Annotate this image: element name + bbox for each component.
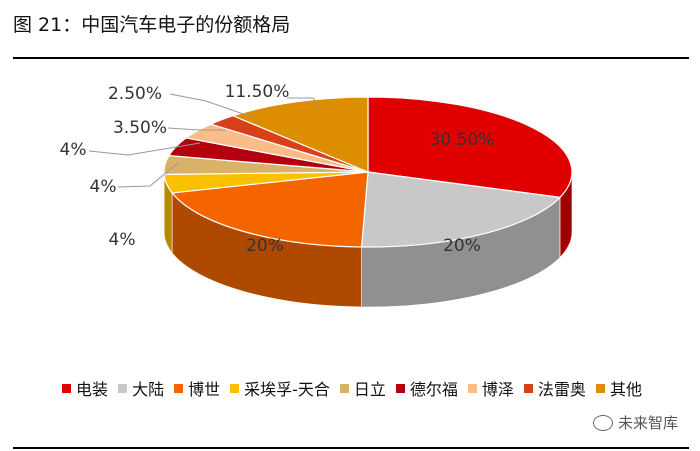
legend-item-2: 博世 xyxy=(174,376,220,400)
bottom-rule xyxy=(13,447,689,449)
legend-swatch xyxy=(523,383,533,393)
legend-label: 博泽 xyxy=(481,380,514,399)
slice-label-4: 4% xyxy=(90,177,117,197)
legend-swatch xyxy=(595,383,605,393)
leader-line-7 xyxy=(169,93,253,118)
pie-chart: 30.50%20%20%4%4%4%3.50%2.50% 11.50% xyxy=(60,82,573,308)
slice-label-8: 11.50% xyxy=(225,82,290,102)
slice-label-2: 20% xyxy=(246,236,284,256)
legend-item-4: 日立 xyxy=(339,376,386,400)
slice-label-0: 30.50% xyxy=(430,130,495,150)
legend-label: 其他 xyxy=(609,380,642,399)
pie-slice-0 xyxy=(367,96,573,199)
leader-line-5 xyxy=(88,142,201,156)
legend-swatch xyxy=(174,383,184,393)
legend-item-3: 采埃孚-天合 xyxy=(230,376,330,400)
figure-title: 图 21：中国汽车电子的份额格局 xyxy=(13,14,291,36)
leader-line-8 xyxy=(287,97,321,108)
watermark: 未来智库 xyxy=(592,412,678,433)
legend-swatch xyxy=(62,383,72,393)
legend-item-8: 其他 xyxy=(595,376,642,400)
legend-label: 德尔福 xyxy=(409,380,458,399)
legend-label: 大陆 xyxy=(132,380,165,399)
leader-line-6 xyxy=(167,127,226,131)
legend-label: 电装 xyxy=(76,380,109,399)
leader-line-4 xyxy=(117,162,179,188)
legend-item-5: 德尔福 xyxy=(395,376,458,400)
legend-swatch xyxy=(395,383,405,393)
legend-label: 博世 xyxy=(188,380,221,399)
legend-swatch xyxy=(230,383,240,393)
chart-legend: 电装 大陆 博世 采埃孚-天合 日立 德尔福 博泽 法雷奥 其他 xyxy=(22,376,682,400)
pie-side-walls xyxy=(163,171,573,308)
legend-item-7: 法雷奥 xyxy=(523,376,586,400)
legend-label: 采埃孚-天合 xyxy=(244,380,330,399)
slice-label-5: 4% xyxy=(60,140,87,160)
legend-item-1: 大陆 xyxy=(118,376,164,400)
pie-slice-8 xyxy=(231,96,369,173)
pie-slice-2 xyxy=(170,171,369,248)
slice-label-6: 3.50% xyxy=(113,118,167,138)
legend-item-6: 博泽 xyxy=(467,376,514,400)
legend-swatch xyxy=(467,383,477,393)
legend-item-0: 电装 xyxy=(62,376,108,400)
legend-swatch xyxy=(118,383,128,393)
legend-swatch xyxy=(339,383,349,393)
pie-slice-1 xyxy=(360,171,562,248)
legend-label: 法雷奥 xyxy=(537,380,586,399)
slice-label-7: 2.50% xyxy=(108,84,162,104)
watermark-text: 未来智库 xyxy=(617,414,678,432)
slice-label-1: 20% xyxy=(443,236,481,256)
legend-label: 日立 xyxy=(353,380,386,399)
top-rule xyxy=(13,57,689,59)
wechat-icon xyxy=(592,414,613,431)
slice-label-3: 4% xyxy=(109,230,136,250)
